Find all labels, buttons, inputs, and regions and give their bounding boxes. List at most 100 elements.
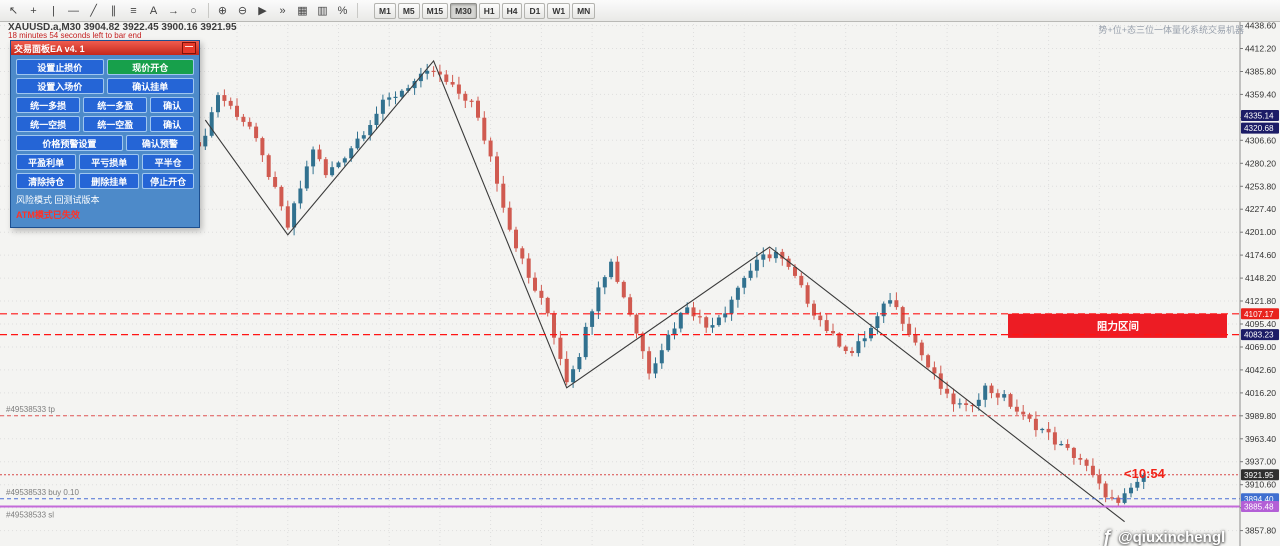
channel-watermark: ƒ @qiuxinchengl — [1102, 527, 1225, 546]
timeframe-toolbar: M1 M5 M15 M30 H1 H4 D1 W1 MN — [374, 2, 597, 19]
candles — [197, 63, 1146, 508]
drawing-toolbar: ↖ + | — ╱ ∥ ≡ A → ○ ⊕ ⊖ ▶ » ▦ ▥% — [4, 2, 362, 19]
panel-button-r2c1[interactable]: 统一多盈 — [83, 97, 148, 113]
chart-shift-icon[interactable]: » — [279, 4, 286, 17]
toolbar: ↖ + | — ╱ ∥ ≡ A → ○ ⊕ ⊖ ▶ » ▦ ▥% M1 M5 M15 M30 H1 H4 D1 W1 MN — [0, 0, 1280, 22]
timeframe-m1[interactable]: M1 — [374, 2, 396, 19]
timeframe-w1[interactable]: W1 — [547, 2, 571, 19]
svg-text:4107.17: 4107.17 — [1244, 310, 1274, 319]
arrow-tool-icon[interactable]: → — [168, 4, 179, 17]
pointer-icon[interactable]: ↖ — [8, 5, 19, 17]
svg-text:4320.68: 4320.68 — [1244, 124, 1274, 133]
axis-label: 4148.20 — [1245, 273, 1276, 283]
panel-button-r0c1[interactable]: 现价开仓 — [106, 59, 194, 75]
panel-button-r1c1[interactable]: 确认挂单 — [106, 78, 194, 94]
period-separators-icon[interactable]: ▥ — [317, 5, 328, 17]
axis-price-tag: 4320.68 — [1241, 122, 1279, 134]
auto-scroll-icon[interactable]: ▶ — [258, 5, 267, 17]
panel-row: 统一多损 统一多盈 确认 — [16, 97, 195, 113]
axis-label: 4201.00 — [1245, 227, 1276, 237]
panel-button-r3c0[interactable]: 统一空损 — [16, 116, 81, 132]
timeframe-m15[interactable]: M15 — [421, 2, 449, 19]
axis-label: 3989.80 — [1245, 411, 1276, 421]
panel-button-r2c0[interactable]: 统一多损 — [16, 97, 81, 113]
panel-title-label: 交易面板EA v4. 1 — [14, 43, 85, 54]
axis-price-tag: 3921.95 — [1241, 469, 1279, 481]
trendline-icon[interactable]: ╱ — [90, 5, 97, 17]
panel-button-r0c0[interactable]: 设置止损价 — [16, 59, 104, 75]
axis-label: 4227.40 — [1245, 204, 1276, 214]
panel-button-r5c0[interactable]: 平盈利单 — [16, 154, 77, 170]
panel-button-r4c0[interactable]: 价格预警设置 — [16, 135, 123, 151]
toolbar-separator — [357, 3, 358, 18]
svg-text:4083.23: 4083.23 — [1244, 331, 1274, 340]
panel-button-r4c1[interactable]: 确认预警 — [125, 135, 194, 151]
svg-text:阻力区间: 阻力区间 — [1097, 320, 1139, 333]
axis-label: 4253.80 — [1245, 181, 1276, 191]
panel-minimize-button[interactable]: — — [182, 42, 196, 54]
axis-label: 4174.60 — [1245, 250, 1276, 260]
panel-button-r5c1[interactable]: 平亏损单 — [79, 154, 140, 170]
axis-label: 4042.60 — [1245, 365, 1276, 375]
axis-price-tag: 4335.14 — [1241, 110, 1279, 121]
svg-text:3921.95: 3921.95 — [1244, 471, 1274, 480]
resistance-zone[interactable]: 阻力区间 — [1008, 313, 1227, 338]
axis-label: 4069.00 — [1245, 342, 1276, 352]
channel-icon[interactable]: ∥ — [110, 5, 117, 17]
crosshair-icon[interactable]: + — [30, 4, 37, 17]
timeframe-d1[interactable]: D1 — [524, 2, 546, 19]
top-right-watermark: 势+位+态三位一体量化系统交易机器 — [1098, 25, 1244, 35]
axis-label: 4385.80 — [1245, 67, 1276, 77]
symbol-ohlc-label: XAUUSD.a,M30 3904.82 3922.45 3900.16 392… — [8, 22, 237, 33]
timeframe-mn[interactable]: MN — [572, 2, 596, 19]
axis-label: 3963.40 — [1245, 434, 1276, 444]
panel-row: 设置入场价 确认挂单 — [16, 78, 194, 94]
panel-row: 清除持仓 删除挂单 停止开仓 — [16, 173, 194, 189]
tile-windows-icon[interactable]: ▦ — [297, 5, 308, 17]
fibonacci-icon[interactable]: ≡ — [130, 4, 137, 17]
panel-button-r5c2[interactable]: 平半仓 — [142, 154, 194, 170]
zoom-out-icon[interactable]: ⊖ — [237, 5, 248, 17]
panel-button-r2c2[interactable]: 确认 — [150, 97, 195, 113]
panel-button-r1c0[interactable]: 设置入场价 — [16, 78, 104, 94]
axis-label: 3937.00 — [1245, 457, 1276, 467]
panel-button-r6c2[interactable]: 停止开仓 — [142, 173, 194, 189]
axis-price-tag: 3885.48 — [1241, 501, 1279, 512]
axis-label: 3910.60 — [1245, 480, 1276, 490]
timeframe-h1[interactable]: H1 — [478, 2, 500, 19]
svg-text:3885.48: 3885.48 — [1244, 503, 1274, 512]
axis-label: 4306.60 — [1245, 135, 1276, 145]
panel-button-r3c2[interactable]: 确认 — [150, 116, 195, 132]
timeframe-m30[interactable]: M30 — [450, 2, 477, 19]
panel-row: 设置止损价 现价开仓 — [16, 59, 194, 75]
panel-titlebar[interactable]: 交易面板EA v4. 1 — — [11, 41, 199, 55]
brand-handle-label: @qiuxinchengl — [1118, 529, 1226, 546]
percent-icon[interactable]: % — [337, 4, 348, 17]
zoom-in-icon[interactable]: ⊕ — [217, 5, 228, 17]
axis-label: 4280.20 — [1245, 158, 1276, 168]
panel-button-r6c1[interactable]: 删除挂单 — [79, 173, 140, 189]
axis-label: 4016.20 — [1245, 388, 1276, 398]
risk-mode-label: 风险模式 回测试版本 — [16, 195, 100, 205]
order-label: #49538533 sl — [6, 511, 54, 520]
horizontal-line-icon[interactable]: — — [68, 4, 79, 17]
alert-time-label: <10:54 — [1124, 466, 1165, 481]
axis-label: 4359.40 — [1245, 89, 1276, 99]
zigzag-line[interactable] — [204, 59, 1125, 523]
price-axis[interactable]: 3857.803884.203910.603937.003963.403989.… — [1239, 20, 1280, 546]
vertical-line-icon[interactable]: | — [52, 4, 55, 17]
brand-logo-icon: ƒ — [1102, 527, 1113, 546]
panel-button-r6c0[interactable]: 清除持仓 — [16, 173, 77, 189]
bar-countdown-label: 18 minutes 54 seconds left to bar end — [8, 31, 142, 40]
panel-button-r3c1[interactable]: 统一空盈 — [83, 116, 148, 132]
toolbar-separator — [208, 3, 209, 18]
ellipse-icon[interactable]: ○ — [190, 4, 197, 17]
timeframe-m5[interactable]: M5 — [397, 2, 420, 19]
axis-price-tag: 4107.17 — [1241, 308, 1279, 320]
text-icon[interactable]: A — [149, 4, 158, 17]
panel-row: 统一空损 统一空盈 确认 — [16, 116, 195, 132]
timeframe-h4[interactable]: H4 — [501, 2, 523, 19]
